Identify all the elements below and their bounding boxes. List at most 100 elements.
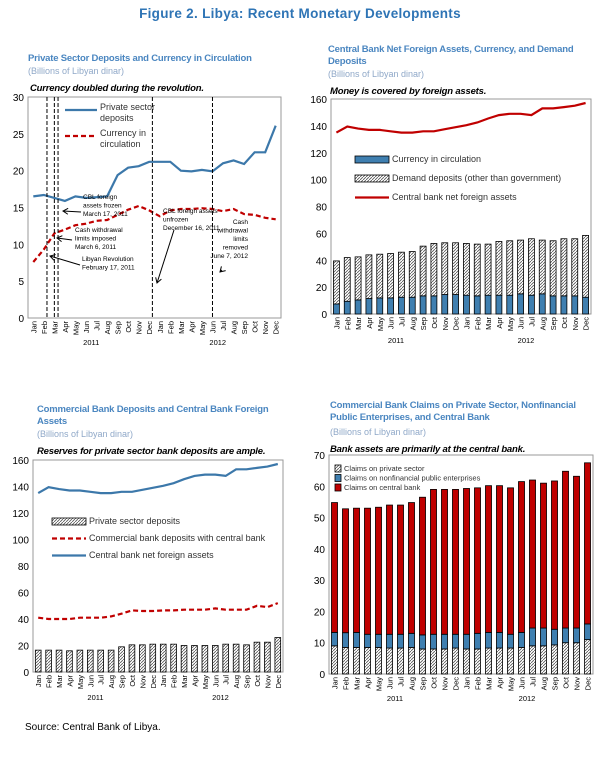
y-tick-label: 0 bbox=[321, 310, 327, 321]
y-tick-label: 0 bbox=[319, 670, 325, 681]
bar-segment bbox=[66, 650, 73, 673]
x-tick-label: Sep bbox=[419, 677, 428, 690]
x-tick-label: Dec bbox=[584, 677, 593, 691]
x-tick-label: Oct bbox=[124, 320, 133, 333]
bar-segment bbox=[365, 254, 373, 299]
event-annotation: CBL foreign assets bbox=[163, 208, 218, 215]
bar-segment bbox=[159, 643, 167, 673]
x-tick-label: Nov bbox=[263, 675, 272, 689]
event-annotation: December 16, 2011 bbox=[163, 225, 220, 232]
bar-segment bbox=[441, 489, 448, 635]
bar-segment bbox=[507, 633, 514, 649]
event-annotation: limits bbox=[233, 236, 249, 243]
x-tick-label: Aug bbox=[107, 675, 116, 688]
bar-segment bbox=[107, 649, 115, 673]
y-tick-label: 40 bbox=[18, 615, 30, 626]
x-tick-label: May bbox=[506, 317, 515, 331]
y-tick-label: 80 bbox=[316, 203, 328, 214]
x-tick-label: Mar bbox=[354, 317, 363, 330]
bar-segment bbox=[139, 644, 146, 673]
legend-swatch bbox=[334, 483, 342, 492]
x-tick-label: Nov bbox=[138, 675, 147, 689]
bar-segment bbox=[243, 644, 250, 673]
bar-segment bbox=[331, 645, 338, 675]
plot-frame bbox=[27, 96, 282, 319]
legend-label: Claims on nonfinancial public enterprise… bbox=[344, 474, 481, 483]
x-tick-label: Mar bbox=[485, 677, 494, 690]
event-annotation: Cash withdrawal bbox=[75, 227, 123, 234]
bar-segment bbox=[518, 647, 525, 675]
panel-2-headline: Money is covered by foreign assets. bbox=[330, 86, 487, 97]
x-tick-label: Oct bbox=[560, 316, 569, 329]
x-tick-label: Dec bbox=[145, 321, 154, 335]
bar-segment bbox=[353, 631, 360, 648]
x-tick-label: Jul bbox=[219, 321, 228, 331]
bar-segment bbox=[484, 243, 492, 296]
legend-label: Claims on private sector bbox=[344, 464, 425, 473]
bar-segment bbox=[485, 485, 492, 633]
y-tick-label: 140 bbox=[12, 483, 29, 494]
x-tick-label: Jun bbox=[517, 317, 526, 329]
x-tick-label: May bbox=[375, 677, 384, 691]
y-tick-label: 100 bbox=[12, 536, 29, 547]
bar-segment bbox=[496, 631, 503, 649]
x-tick-label: Jun bbox=[387, 317, 396, 329]
event-annotation: June 7, 2012 bbox=[210, 253, 248, 260]
x-tick-label: Dec bbox=[149, 675, 158, 689]
x-tick-label: Mar bbox=[180, 675, 189, 688]
bar-segment bbox=[538, 239, 546, 295]
x-tick-label: Sep bbox=[551, 677, 560, 690]
panel-3-headline: Reserves for private sector bank deposit… bbox=[37, 446, 266, 457]
legend-swatch bbox=[334, 474, 342, 482]
x-tick-label: Jan bbox=[156, 321, 165, 333]
x-tick-label: Jan bbox=[463, 677, 472, 689]
bar-segment bbox=[170, 643, 177, 673]
bar-segment bbox=[264, 641, 271, 673]
bar-segment bbox=[452, 489, 459, 635]
panel-1-title: Private Sector Deposits and Currency in … bbox=[28, 53, 252, 64]
y-tick-label: 120 bbox=[12, 509, 29, 520]
bar-segment bbox=[376, 297, 384, 315]
panel-1-headline: Currency doubled during the revolution. bbox=[30, 83, 204, 94]
bar-segment bbox=[430, 295, 438, 315]
bar-segment bbox=[354, 256, 362, 301]
y-tick-label: 10 bbox=[13, 240, 25, 251]
panel-1-subtitle: (Billions of Libyan dinar) bbox=[28, 66, 125, 76]
year-label: 2011 bbox=[83, 338, 99, 347]
bar-segment bbox=[342, 632, 349, 648]
x-tick-label: Jun bbox=[386, 677, 395, 689]
bar-segment bbox=[342, 647, 349, 675]
bar-segment bbox=[397, 633, 404, 649]
bar-segment bbox=[517, 239, 524, 295]
x-tick-label: Jun bbox=[518, 677, 527, 689]
source-note: Source: Central Bank of Libya. bbox=[25, 722, 161, 733]
bar-segment bbox=[474, 648, 481, 675]
bar-segment bbox=[343, 257, 351, 302]
x-tick-label: Dec bbox=[274, 675, 283, 689]
bar-segment bbox=[584, 639, 591, 675]
x-tick-label: Jul bbox=[222, 675, 231, 685]
bar-segment bbox=[274, 637, 282, 673]
y-tick-label: 30 bbox=[314, 576, 326, 587]
bar-segment bbox=[474, 632, 481, 650]
y-tick-label: 40 bbox=[316, 256, 328, 267]
plot-frame bbox=[32, 459, 284, 673]
event-annotation: March 6, 2011 bbox=[75, 244, 116, 251]
series-line bbox=[38, 602, 279, 621]
x-tick-label: Jul bbox=[529, 677, 538, 687]
bar-segment bbox=[571, 238, 579, 297]
event-annotation: March 17, 2011 bbox=[83, 211, 128, 218]
x-tick-label: Oct bbox=[430, 676, 439, 689]
bar-segment bbox=[485, 647, 492, 675]
bar-segment bbox=[507, 487, 514, 635]
bar-segment bbox=[180, 645, 188, 673]
x-tick-label: May bbox=[507, 677, 516, 691]
bar-segment bbox=[430, 243, 438, 297]
bar-segment bbox=[518, 481, 525, 633]
y-tick-label: 60 bbox=[314, 482, 326, 493]
bar-segment bbox=[397, 504, 404, 635]
x-tick-label: Jul bbox=[397, 317, 406, 327]
year-label: 2012 bbox=[212, 693, 229, 702]
x-tick-label: Apr bbox=[495, 316, 504, 328]
legend-label: Currency in circulation bbox=[392, 154, 481, 164]
